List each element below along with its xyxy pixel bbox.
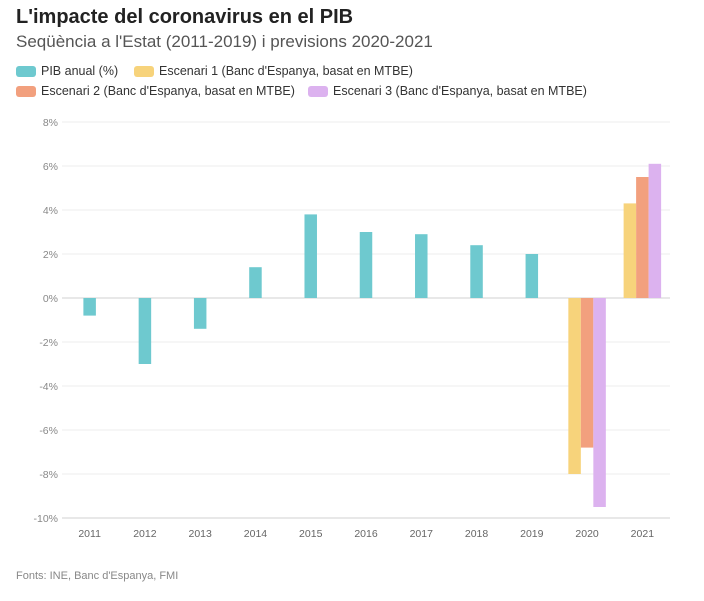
legend-item-escenari-1[interactable]: Escenari 1 (Banc d'Espanya, basat en MTB… bbox=[134, 64, 413, 78]
y-tick-label: -10% bbox=[33, 513, 58, 525]
bar bbox=[580, 298, 594, 448]
x-tick-label: 2020 bbox=[575, 528, 599, 540]
legend-swatch-escenari-1 bbox=[134, 65, 154, 77]
source-note: Fonts: INE, Banc d'Espanya, FMI bbox=[16, 570, 179, 582]
bar bbox=[249, 267, 262, 298]
bar bbox=[193, 298, 207, 329]
legend-item-escenari-2[interactable]: Escenari 2 (Banc d'Espanya, basat en MTB… bbox=[16, 84, 295, 98]
bar bbox=[470, 245, 483, 298]
y-tick-label: 8% bbox=[43, 117, 58, 129]
y-tick-label: 6% bbox=[43, 161, 58, 173]
bar bbox=[636, 177, 649, 298]
legend-swatch-escenari-2 bbox=[16, 85, 36, 97]
x-tick-label: 2019 bbox=[520, 528, 544, 540]
legend-swatch-pib bbox=[16, 65, 36, 77]
bar-chart: 8% 6% 4% 2% 0% -2% -4% -6% -8% -10% 2011 2012 2013 20… bbox=[33, 117, 670, 540]
y-tick-label: 4% bbox=[43, 205, 58, 217]
chart-title: L'impacte del coronavirus en el PIB bbox=[16, 6, 354, 28]
bar bbox=[648, 163, 662, 298]
x-tick-label: 2014 bbox=[244, 528, 268, 540]
bar bbox=[623, 203, 637, 298]
x-tick-label: 2021 bbox=[631, 528, 655, 540]
x-tick-label: 2017 bbox=[410, 528, 434, 540]
y-tick-label: 2% bbox=[43, 249, 58, 261]
legend-label-escenari-3: Escenari 3 (Banc d'Espanya, basat en MTB… bbox=[333, 84, 587, 98]
legend-item-escenari-3[interactable]: Escenari 3 (Banc d'Espanya, basat en MTB… bbox=[308, 84, 587, 98]
y-tick-label: -6% bbox=[39, 425, 58, 437]
bar bbox=[138, 298, 152, 364]
chart-subtitle: Seqüència a l'Estat (2011-2019) i previs… bbox=[16, 32, 433, 51]
x-tick-label: 2013 bbox=[189, 528, 213, 540]
bar bbox=[83, 298, 96, 316]
legend-label-escenari-1: Escenari 1 (Banc d'Espanya, basat en MTB… bbox=[159, 64, 413, 78]
x-tick-label: 2011 bbox=[78, 528, 101, 540]
bar bbox=[415, 234, 428, 298]
y-tick-label: -4% bbox=[39, 381, 58, 393]
x-tick-label: 2015 bbox=[299, 528, 323, 540]
x-tick-label: 2016 bbox=[354, 528, 378, 540]
legend-label-pib: PIB anual (%) bbox=[41, 64, 119, 78]
bar bbox=[359, 232, 373, 298]
x-tick-label: 2018 bbox=[465, 528, 489, 540]
bar bbox=[304, 214, 317, 298]
bar bbox=[525, 254, 539, 298]
x-tick-label: 2012 bbox=[133, 528, 157, 540]
legend-label-escenari-2: Escenari 2 (Banc d'Espanya, basat en MTB… bbox=[41, 84, 295, 98]
legend-item-pib[interactable]: PIB anual (%) bbox=[16, 64, 118, 78]
bar bbox=[568, 298, 581, 474]
legend-swatch-escenari-3 bbox=[308, 85, 328, 97]
y-tick-label: -2% bbox=[39, 337, 58, 349]
legend: PIB anual (%) Escenari 1 (Banc d'Espanya… bbox=[16, 64, 696, 104]
bar bbox=[593, 298, 606, 507]
y-tick-label: 0% bbox=[43, 293, 58, 305]
y-tick-label: -8% bbox=[39, 469, 58, 481]
